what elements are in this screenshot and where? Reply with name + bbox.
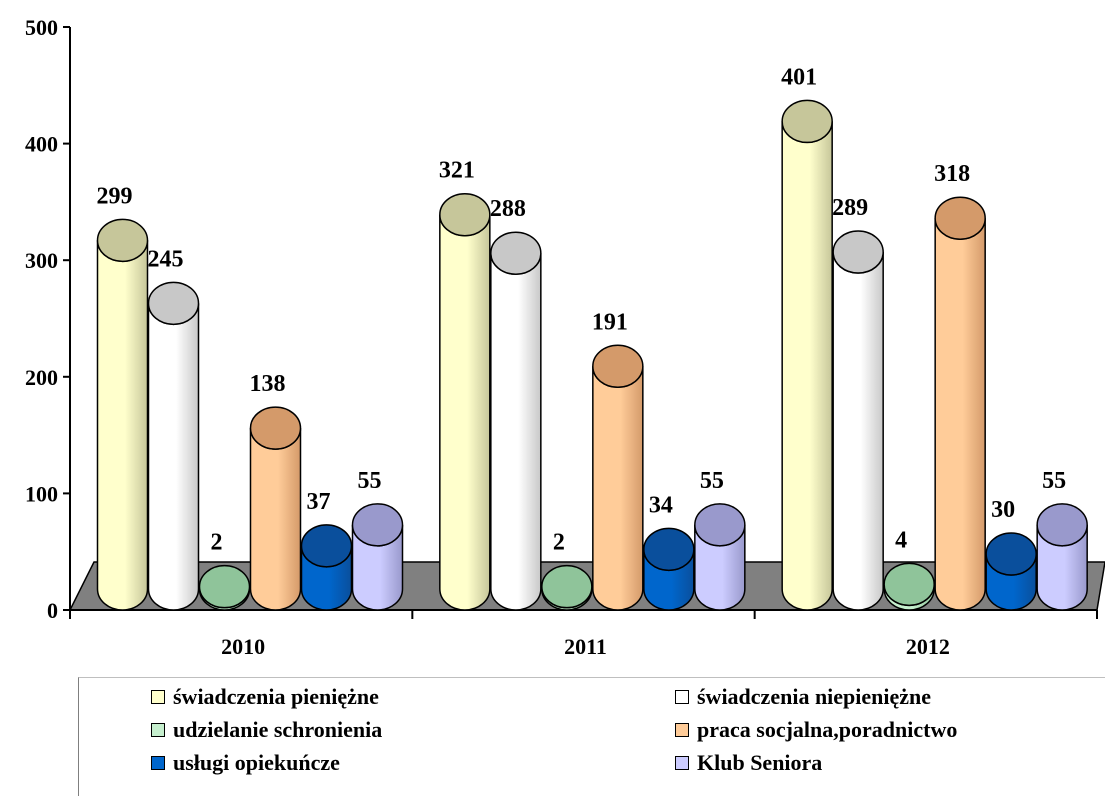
chart: 0 100 200 300 400 500 2010 2011 2012 299 245 2 138 3…	[25, 15, 1105, 659]
bar	[643, 527, 695, 611]
bar-body	[781, 121, 833, 611]
y-tick-label: 400	[25, 132, 58, 157]
data-label: 55	[1042, 468, 1066, 494]
legend-label: usługi opiekuńcze	[173, 750, 340, 775]
data-label: 30	[991, 497, 1015, 523]
bar-top	[198, 564, 251, 609]
legend: świadczenia pieniężne świadczenia niepien…	[78, 677, 1105, 796]
bar	[249, 406, 302, 611]
bar-top	[592, 344, 644, 389]
bar	[883, 562, 935, 611]
bar-top	[781, 99, 833, 144]
bar-top	[883, 562, 935, 607]
legend-swatch	[151, 690, 165, 704]
bar-top	[96, 218, 149, 263]
bar-body	[832, 252, 884, 611]
bar	[781, 99, 833, 611]
data-label: 2	[553, 530, 565, 556]
legend-swatch	[675, 723, 689, 737]
legend-item: usługi opiekuńcze	[151, 749, 340, 777]
y-tick-label: 200	[25, 365, 58, 390]
bar-top	[1036, 503, 1088, 547]
data-label: 318	[934, 161, 970, 187]
bar-body	[249, 428, 302, 611]
data-label: 34	[649, 492, 673, 518]
legend-label: świadczenia pieniężne	[173, 684, 379, 709]
data-label: 37	[307, 489, 331, 515]
bar	[439, 192, 491, 611]
bar	[541, 564, 593, 611]
bar-top	[249, 406, 302, 450]
bar-body	[490, 253, 542, 611]
bar-top	[490, 231, 542, 275]
legend-label: praca socjalna,poradnictwo	[697, 717, 958, 742]
data-label: 2	[211, 530, 223, 556]
bar-body	[96, 240, 149, 611]
bar-top	[832, 230, 884, 274]
data-label: 245	[148, 246, 184, 272]
bar	[300, 524, 353, 611]
data-label: 401	[781, 64, 817, 90]
bar-top	[694, 503, 746, 547]
y-tick-label: 300	[25, 248, 58, 273]
bar-body	[147, 303, 200, 611]
bar	[985, 532, 1037, 611]
legend-swatch	[151, 723, 165, 737]
data-label: 321	[439, 158, 475, 184]
bar-body	[439, 214, 491, 611]
bar-top	[541, 564, 593, 609]
legend-swatch	[675, 756, 689, 770]
bar	[351, 503, 404, 611]
data-label: 55	[700, 468, 724, 494]
legend-swatch	[675, 690, 689, 704]
legend-item: praca socjalna,poradnictwo	[675, 716, 957, 744]
legend-swatch	[151, 756, 165, 770]
bar-top	[300, 524, 353, 568]
bar-top	[934, 196, 986, 240]
data-label: 288	[490, 196, 526, 222]
legend-item: Klub Seniora	[675, 749, 822, 777]
bar-top	[643, 527, 695, 572]
category-label: 2011	[564, 634, 607, 659]
bar	[592, 344, 644, 611]
data-label: 289	[832, 195, 868, 221]
data-label: 191	[592, 309, 628, 335]
bar	[934, 196, 986, 611]
bar	[198, 564, 251, 611]
legend-label: udzielanie schronienia	[173, 717, 383, 742]
bar	[490, 231, 542, 611]
bar	[694, 503, 746, 611]
y-tick-label: 100	[25, 481, 58, 506]
bar	[147, 281, 200, 611]
legend-label: Klub Seniora	[697, 750, 823, 775]
bar-top	[351, 503, 404, 547]
bar-top	[147, 281, 200, 326]
data-label: 138	[250, 371, 286, 397]
data-label: 4	[895, 527, 907, 553]
bar-body	[592, 366, 644, 611]
legend-item: świadczenia pieniężne	[151, 683, 379, 711]
y-tick-label: 500	[25, 15, 58, 40]
bar-top	[985, 532, 1037, 576]
bar-body	[934, 218, 986, 611]
y-tick-label: 0	[47, 598, 58, 623]
legend-item: udzielanie schronienia	[151, 716, 382, 744]
category-label: 2012	[906, 634, 950, 659]
category-label: 2010	[221, 634, 265, 659]
data-label: 299	[97, 183, 133, 209]
bar	[832, 230, 884, 611]
data-label: 55	[358, 468, 382, 494]
bar	[1036, 503, 1088, 611]
legend-item: świadczenia niepieniężne	[675, 683, 931, 711]
bar-top	[439, 192, 491, 237]
legend-label: świadczenia niepieniężne	[697, 684, 932, 709]
bar	[96, 218, 149, 611]
